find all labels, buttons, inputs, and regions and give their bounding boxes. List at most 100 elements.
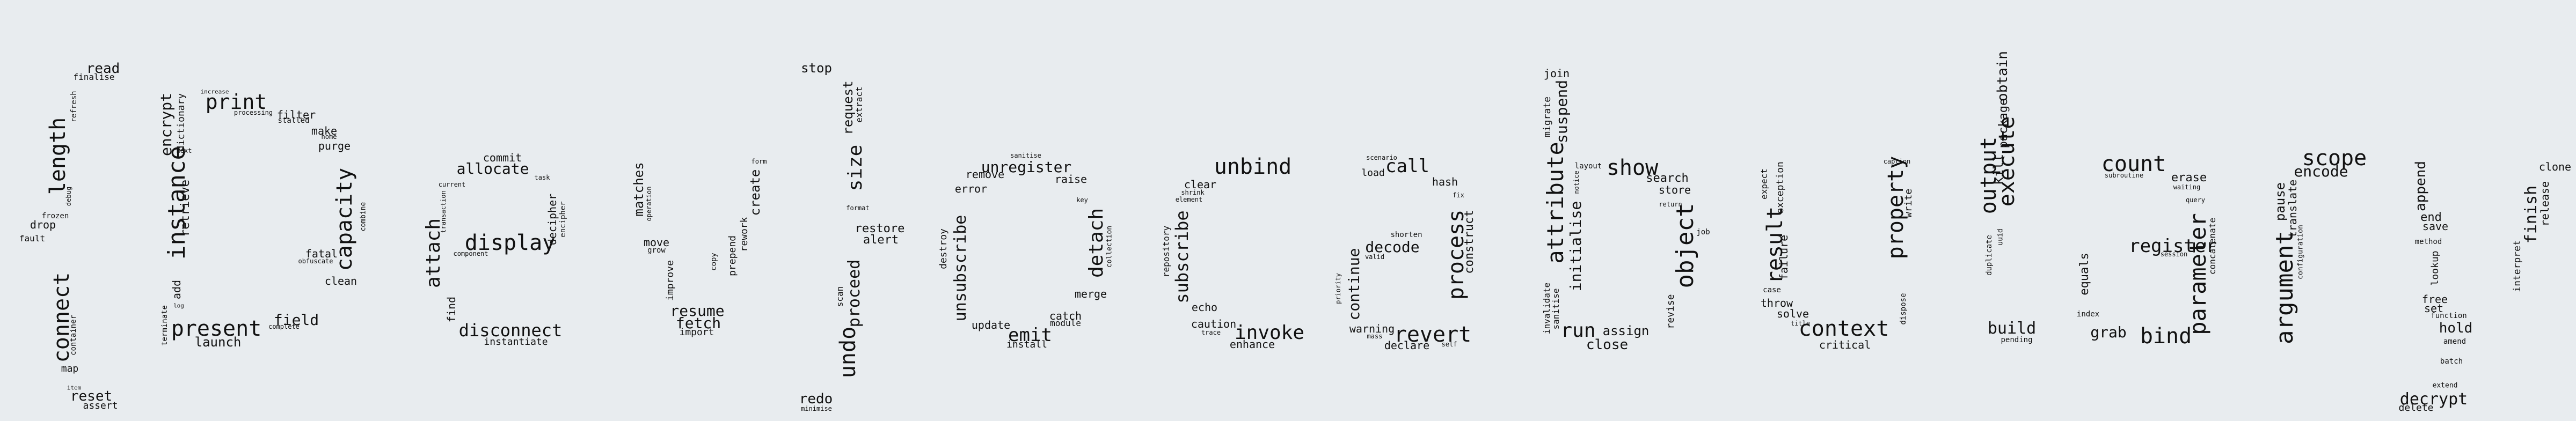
word-duplicate: duplicate [1985,235,1994,276]
word-size: size [844,144,866,191]
word-count: count [2101,152,2166,176]
word-equals: equals [2078,253,2091,296]
word-uuid: uuid [1996,228,2005,246]
word-package: package [1997,98,2010,149]
word-make: make [311,124,338,137]
word-scenario: scenario [1366,154,1397,161]
word-build: build [1987,319,2037,338]
word-reset: reset [70,388,113,404]
word-session: session [2160,250,2188,258]
word-module: module [1050,318,1081,328]
word-register: register [2129,235,2217,257]
word-repository: repository [1161,225,1171,278]
word-lookup: lookup [2429,250,2441,286]
word-decode: decode [1365,238,1420,256]
word-improve: improve [665,260,676,301]
word-self: self [1441,341,1457,348]
word-destroy: destroy [938,228,949,269]
word-title: title [1790,320,1811,327]
word-invoke: invoke [1234,322,1305,344]
word-element: element [1175,196,1203,203]
word-find: find [445,296,458,323]
word-case: case [1763,286,1781,294]
word-collection: collection [1105,225,1114,268]
word-create: create [748,169,763,216]
word-migrate: migrate [1542,97,1553,137]
word-processing: processing [233,109,273,116]
word-priority: priority [1334,273,1342,304]
word-clone: clone [2538,160,2572,173]
word-commit: commit [483,151,522,164]
word-hold: hold [2439,320,2473,336]
word-decrypt: decrypt [2399,390,2468,409]
word-revise: revise [1665,294,1676,329]
word-field: field [273,311,319,329]
word-release: release [2538,181,2551,227]
word-catch: catch [1049,309,1082,322]
word-instantiate: instantiate [484,336,548,348]
word-form: form [751,158,767,165]
word-import: import [679,327,714,338]
word-home: home [321,133,337,141]
word-attribute: attribute [1542,142,1568,264]
word-component: component [453,250,488,257]
word-alert: alert [863,233,899,247]
word-run: run [1560,320,1596,342]
word-show: show [1606,156,1659,180]
word-allocate: allocate [456,160,529,178]
word-initialise: initialise [1567,201,1585,292]
word-assign: assign [1602,323,1650,338]
word-print: print [205,90,267,114]
word-search: search [1646,172,1689,185]
word-prepend: prepend [727,235,738,276]
word-kill: kill [1991,154,2006,185]
word-erase: erase [2171,171,2207,184]
word-minimise: minimise [801,405,832,412]
word-redo: redo [799,391,833,407]
word-delete: delete [2398,402,2434,413]
word-refresh: refresh [70,91,78,123]
word-encipher: encipher [559,201,567,238]
word-critical: critical [1819,338,1871,351]
word-remove: remove [965,168,1005,181]
word-warning: warning [1349,322,1395,335]
word-format: format [846,204,870,212]
word-unregister: unregister [981,158,1072,176]
word-restore: restore [855,222,905,235]
word-detach: detach [1085,208,1107,278]
word-increase: increase [200,88,229,95]
word-key: key [1076,196,1088,204]
word-parameter: parameter [2185,213,2211,335]
word-task: task [534,174,550,181]
word-subroutine: subroutine [2104,172,2144,179]
word-continue: continue [1345,248,1363,321]
word-extend: extend [2432,381,2458,390]
word-trace: trace [1201,329,1221,336]
word-batch: batch [2440,357,2463,366]
word-log: log [173,302,184,309]
word-end: end [2420,211,2442,224]
word-context: context [1798,316,1889,341]
word-index: index [2076,310,2100,319]
word-argument: argument [2271,231,2298,344]
word-subscribe: subscribe [1172,210,1192,304]
word-shrink: shrink [1181,189,1205,196]
word-sanitise: sanitise [1551,288,1561,330]
word-pending: pending [2001,336,2033,344]
word-solve: solve [1776,307,1809,320]
word-caption: caption [1883,158,1911,165]
word-display: display [464,231,556,255]
word-request: request [841,80,856,135]
word-scope: scope [2302,146,2367,171]
word-suspend: suspend [1553,79,1571,144]
word-next: next [176,147,192,154]
word-launch: launch [194,335,242,350]
word-write: write [1903,188,1914,218]
word-store: store [1658,183,1691,196]
word-method: method [2414,238,2442,246]
word-clear: clear [1184,178,1217,191]
word-undo: undo [836,326,860,379]
word-clean: clean [324,275,357,287]
word-merge: merge [1074,287,1107,300]
